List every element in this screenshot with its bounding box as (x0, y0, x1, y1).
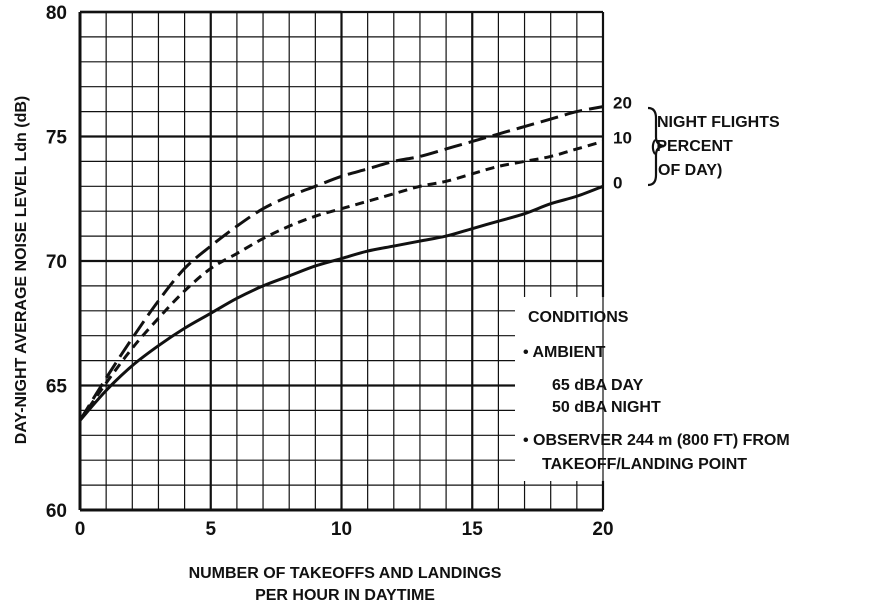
conditions-day-level: 65 dBA DAY (552, 377, 644, 394)
conditions-point: TAKEOFF/LANDING POINT (542, 456, 747, 473)
x-tick-label: 5 (205, 519, 216, 540)
y-tick-label: 60 (46, 501, 67, 522)
x-tick-label: 20 (592, 519, 613, 540)
conditions-night-level: 50 dBA NIGHT (552, 399, 661, 416)
conditions-ambient: • AMBIENT (523, 344, 606, 361)
series-label-20: 20 (613, 94, 632, 113)
series-lines (78, 105, 604, 422)
tick-labels: 0 5 10 15 20 60 65 70 75 80 (46, 3, 614, 540)
x-axis-label-line-1: NUMBER OF TAKEOFFS AND LANDINGS (189, 565, 502, 582)
conditions-heading: CONDITIONS (528, 309, 629, 326)
y-tick-label: 65 (46, 377, 68, 398)
y-tick-label: 80 (46, 3, 67, 24)
conditions-observer: • OBSERVER 244 m (800 FT) FROM (523, 432, 790, 449)
conditions-area (515, 297, 605, 481)
night-flights-label-1: NIGHT FLIGHTS (657, 114, 780, 131)
series-line-0 (78, 184, 604, 422)
plot-frame (78, 10, 604, 512)
series-line-10 (78, 140, 604, 422)
series-label-10: 10 (613, 128, 632, 147)
x-tick-label: 0 (75, 519, 86, 540)
night-flights-label-2: (PERCENT (651, 138, 733, 155)
x-axis-label-line-2: PER HOUR IN DAYTIME (255, 587, 435, 604)
series-line-20 (78, 105, 604, 422)
y-tick-label: 75 (46, 128, 68, 149)
series-label-0: 0 (613, 173, 622, 192)
series-end-labels: 0 10 20 (613, 94, 632, 193)
night-flights-label-3: OF DAY) (658, 162, 722, 179)
y-axis-label: DAY-NIGHT AVERAGE NOISE LEVEL Ldn (dB) (13, 96, 30, 444)
y-tick-label: 70 (46, 252, 67, 273)
x-tick-label: 10 (331, 519, 352, 540)
night-flights-brace (647, 106, 665, 187)
x-tick-label: 15 (462, 519, 484, 540)
